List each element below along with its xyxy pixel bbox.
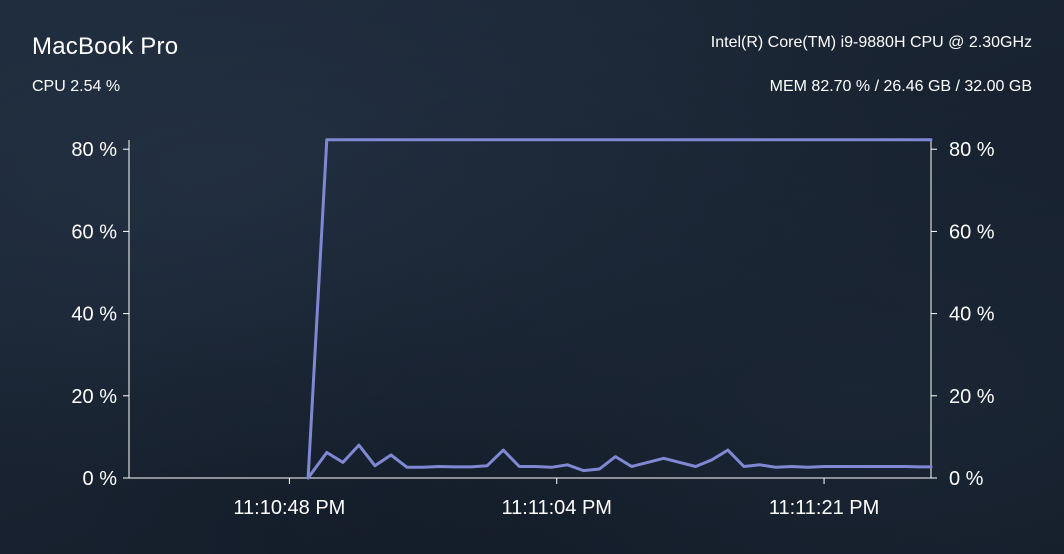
x-tick-label: 11:11:21 PM (769, 497, 879, 519)
y-tick-label-right: 20 % (949, 386, 995, 408)
y-tick-label-right: 0 % (949, 468, 984, 490)
mem-usage-label: MEM 82.70 % / 26.46 GB / 32.00 GB (769, 78, 1032, 95)
chart-ticks: 0 % 0 % 20 % 20 % 40 % 40 % 60 % 60 % 80 % 80 % 11… (71, 139, 994, 519)
y-tick-label-right: 80 % (949, 139, 995, 161)
chart-series (306, 138, 933, 480)
y-tick-label-right: 60 % (949, 221, 995, 243)
y-tick-label-left: 20 % (71, 386, 117, 408)
chart-axes (128, 140, 932, 479)
device-name: MacBook Pro (32, 33, 179, 60)
y-tick-label-left: 60 % (71, 221, 117, 243)
cpu-usage-label: CPU 2.54 % (32, 78, 121, 95)
x-tick-label: 11:11:04 PM (502, 497, 612, 519)
y-tick-label-left: 80 % (71, 139, 117, 161)
cpu-series-line (306, 443, 933, 480)
cpu-model-label: Intel(R) Core(TM) i9-9880H CPU @ 2.30GHz (710, 34, 1032, 51)
y-tick-label-right: 40 % (949, 304, 995, 326)
y-tick-label-left: 40 % (71, 304, 117, 326)
y-tick-label-left: 0 % (83, 468, 118, 490)
x-tick-label: 11:10:48 PM (233, 497, 345, 519)
mem-series-line (306, 138, 933, 480)
